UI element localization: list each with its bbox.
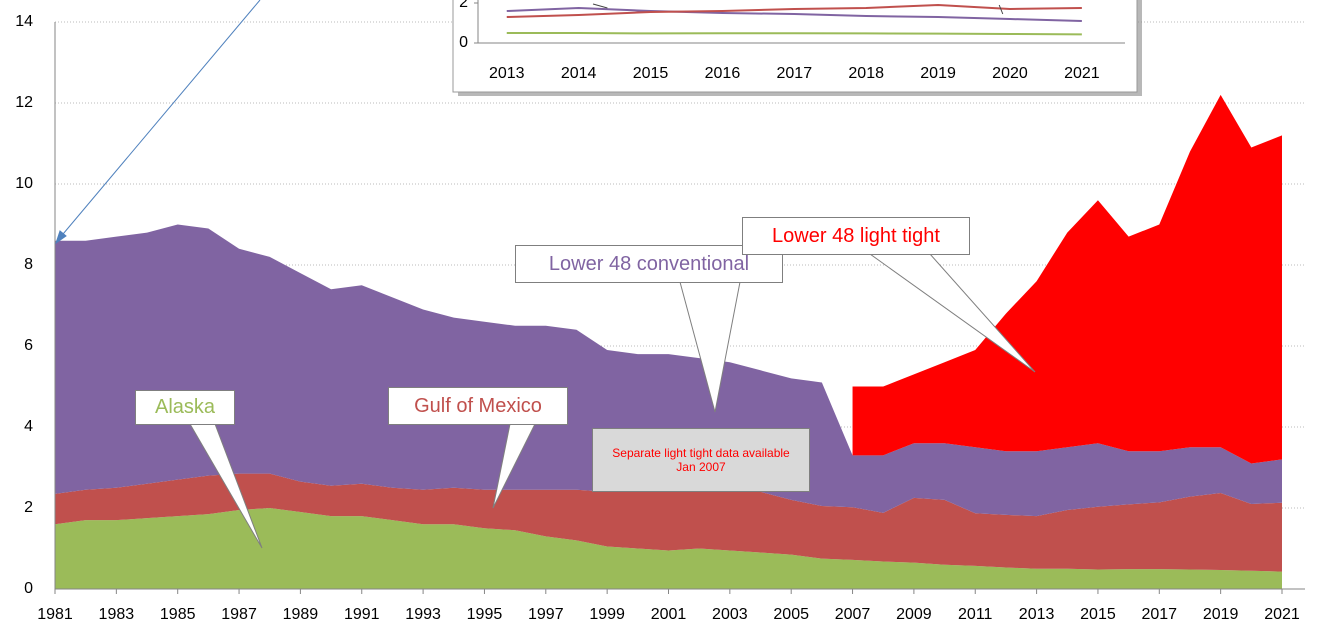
callout-tail xyxy=(592,3,608,9)
x-tick-label: 2018 xyxy=(848,65,884,82)
y-tick-label: 2 xyxy=(459,0,468,11)
x-tick-label: 2020 xyxy=(992,65,1028,82)
y-tick-label: 12 xyxy=(15,94,33,111)
x-tick-label: 1989 xyxy=(283,606,319,623)
x-tick-label: 2016 xyxy=(705,65,741,82)
area xyxy=(55,224,1282,517)
main-chart: 0 2 4 6 8 10 12 14 1981 1983 1985 1987 1989 1991 1993 1… xyxy=(15,13,1305,623)
y-tick-label: 6 xyxy=(24,337,33,354)
y-tick-label: 0 xyxy=(24,580,33,597)
x-tick-label: 1987 xyxy=(221,606,257,623)
annotation: Separate light tight data available Jan … xyxy=(592,428,810,492)
arrow xyxy=(57,0,261,241)
annotation: Lower 48 light tight xyxy=(742,217,970,255)
x-tick-label: 2014 xyxy=(561,65,597,82)
y-tick-label: 4 xyxy=(24,418,33,435)
x-tick-label: 2011 xyxy=(958,606,993,623)
annotation: Lower 48 conventional xyxy=(515,245,783,283)
x-tick-label: 1991 xyxy=(344,606,380,623)
x-tick-label: 2001 xyxy=(651,606,687,623)
callout-tail xyxy=(998,4,1004,15)
y-tick-label: 14 xyxy=(15,13,33,30)
x-tick-label: 1997 xyxy=(528,606,564,623)
y-tick-label: 2 xyxy=(24,499,33,516)
x-tick-label: 2007 xyxy=(835,606,871,623)
x-tick-label: 1983 xyxy=(99,606,135,623)
x-tick-label: 1995 xyxy=(467,606,503,623)
y-tick-label: 0 xyxy=(459,34,468,51)
x-tick-label: 2015 xyxy=(1080,606,1116,623)
x-tick-label: 2019 xyxy=(1203,606,1239,623)
arrow-head xyxy=(55,230,67,245)
x-tick-label: 2005 xyxy=(773,606,809,623)
x-tick-label: 1981 xyxy=(37,606,73,623)
x-tick-label: 1993 xyxy=(405,606,441,623)
x-tick-label: 2021 xyxy=(1264,606,1300,623)
x-tick-label: 2003 xyxy=(712,606,748,623)
inset-chart: 0 2 2013 2014 2015 2016 2017 2018 2019 2020 2021 xyxy=(459,0,1125,82)
x-tick-label: 2015 xyxy=(633,65,669,82)
line xyxy=(506,3,1082,18)
x-tick-label: 2019 xyxy=(920,65,956,82)
annotation: Gulf of Mexico xyxy=(388,387,568,425)
area xyxy=(852,94,1282,464)
line xyxy=(506,6,1082,22)
x-tick-label: 1985 xyxy=(160,606,196,623)
x-tick-label: 2017 xyxy=(777,65,813,82)
x-tick-label: 1999 xyxy=(589,606,625,623)
x-tick-label: 2013 xyxy=(1019,606,1055,623)
x-tick-label: 2017 xyxy=(1141,606,1177,623)
x-tick-label: 2021 xyxy=(1064,65,1100,82)
y-tick-label: 8 xyxy=(24,256,33,273)
y-tick-label: 10 xyxy=(15,175,33,192)
annotation: Alaska xyxy=(135,390,235,425)
line xyxy=(506,32,1082,36)
area xyxy=(55,473,1282,572)
x-tick-label: 2009 xyxy=(896,606,932,623)
x-tick-label: 2013 xyxy=(489,65,525,82)
area xyxy=(55,508,1282,589)
